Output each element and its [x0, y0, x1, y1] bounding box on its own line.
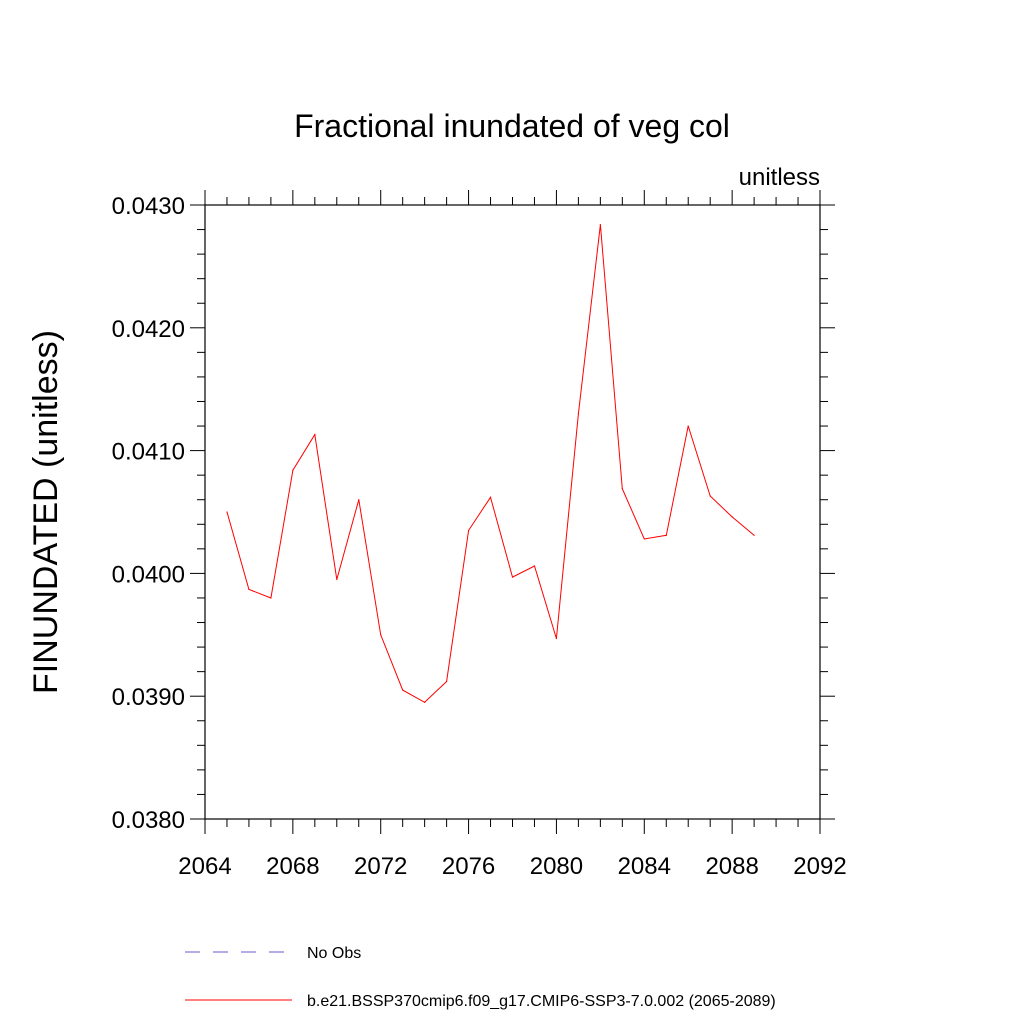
series-layer — [226, 224, 755, 703]
data-point — [489, 496, 492, 498]
data-point — [292, 469, 294, 471]
data-point — [511, 576, 514, 578]
x-tick-label: 2076 — [442, 853, 495, 880]
data-point — [314, 434, 316, 436]
data-point — [380, 634, 382, 636]
x-tick-label: 2064 — [178, 853, 231, 880]
x-tick-label: 2088 — [705, 853, 758, 880]
x-tick-label: 2068 — [266, 853, 319, 880]
data-point — [270, 597, 272, 599]
x-tick-labels: 2064 2068 2072 2076 2080 2084 2088 2092 — [178, 853, 846, 880]
plot-frame — [204, 204, 821, 820]
data-point — [643, 538, 645, 540]
x-tick-label: 2084 — [618, 853, 671, 880]
data-point — [709, 495, 711, 497]
data-point — [336, 578, 338, 581]
x-tick-label: 2080 — [530, 853, 583, 880]
y-tick-label: 0.0410 — [112, 439, 185, 466]
y-tick-label: 0.0420 — [112, 316, 185, 343]
data-point — [424, 701, 426, 703]
data-point — [533, 565, 536, 567]
data-point — [665, 534, 667, 536]
x-tick-label: 2092 — [793, 853, 846, 880]
y-tick-label: 0.0430 — [112, 193, 185, 220]
axis-ticks — [190, 190, 835, 834]
data-point — [555, 637, 558, 640]
y-axis-label: FINUNDATED (unitless) — [27, 330, 65, 694]
data-point — [402, 689, 404, 691]
data-point — [446, 680, 448, 683]
legend: No Obs b.e21.BSSP370cmip6.f09_g17.CMIP6-… — [185, 945, 776, 1010]
data-point — [621, 488, 623, 490]
y-tick-label: 0.0390 — [112, 684, 185, 711]
y-tick-label: 0.0400 — [112, 561, 185, 588]
x-tick-label: 2072 — [354, 853, 407, 880]
data-point — [467, 529, 470, 532]
legend-label-no-obs: No Obs — [307, 945, 361, 962]
data-point — [358, 499, 360, 501]
y-tick-labels: 0.0380 0.0390 0.0400 0.0410 0.0420 0.0430 — [112, 193, 185, 834]
units-label: unitless — [739, 164, 820, 191]
data-point — [599, 224, 601, 226]
legend-label-model: b.e21.BSSP370cmip6.f09_g17.CMIP6-SSP3-7.… — [307, 993, 776, 1010]
data-point — [577, 413, 579, 415]
series-line-0 — [226, 224, 755, 703]
data-point — [226, 511, 228, 513]
y-tick-label: 0.0380 — [112, 807, 185, 834]
chart-title: Fractional inundated of veg col — [294, 108, 730, 144]
data-point — [731, 516, 733, 518]
data-point — [687, 425, 689, 427]
data-point — [248, 588, 250, 590]
data-point — [753, 534, 755, 536]
